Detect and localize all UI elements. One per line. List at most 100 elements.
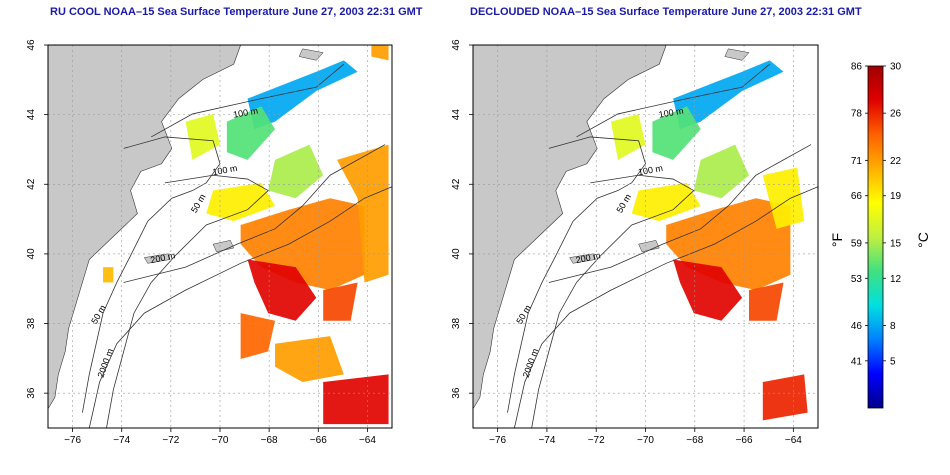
longitude-tick-label: −76 <box>64 435 81 446</box>
sst-data-layer <box>611 60 808 421</box>
celsius-tick-label: 22 <box>890 156 902 167</box>
celsius-tick-label: 26 <box>890 109 902 120</box>
fahrenheit-tick-label: 59 <box>851 238 863 249</box>
isobath-line <box>514 186 819 429</box>
longitude-tick-label: −70 <box>637 435 654 446</box>
isobath-line <box>82 136 221 413</box>
fahrenheit-tick-label: 46 <box>851 321 863 332</box>
island <box>143 253 171 264</box>
isobath-label: 100 m <box>658 106 684 120</box>
sst-patch <box>185 113 220 160</box>
island <box>569 253 596 264</box>
sst-patch <box>652 106 701 160</box>
isobath-line <box>151 63 345 138</box>
map-frame <box>472 44 819 429</box>
latitude-tick-label: 36 <box>26 387 37 399</box>
fahrenheit-tick-label: 78 <box>851 109 863 120</box>
longitude-tick-label: −76 <box>489 435 506 446</box>
longitude-tick-label: −74 <box>113 435 130 446</box>
longitude-tick-label: −72 <box>588 435 605 446</box>
fahrenheit-tick-label: 53 <box>851 274 863 285</box>
sst-patch <box>206 182 276 222</box>
isobath-label: 100 m <box>637 163 663 177</box>
latitude-tick-label: 42 <box>451 178 462 190</box>
sst-patch <box>323 374 389 425</box>
right-map-title: DECLOUDED NOAA–15 Sea Surface Temperatur… <box>470 6 862 18</box>
celsius-tick-label: 12 <box>890 274 902 285</box>
map-frame <box>47 44 393 429</box>
isobath-line <box>531 174 695 429</box>
latitude-tick-label: 40 <box>451 248 462 260</box>
fahrenheit-tick-label: 71 <box>851 156 863 167</box>
land-mass <box>472 44 667 410</box>
latitude-tick-label: 44 <box>451 109 462 121</box>
longitude-tick-label: −66 <box>736 435 753 446</box>
sst-data-layer <box>68 45 389 425</box>
colorbar-gradient <box>867 65 884 409</box>
sst-patch <box>247 60 358 130</box>
latitude-tick-label: 40 <box>26 248 37 260</box>
land-mass <box>47 44 242 410</box>
graticule <box>469 44 818 432</box>
sst-patch <box>226 106 276 160</box>
sst-patch <box>371 45 389 61</box>
longitude-tick-label: −64 <box>359 435 376 446</box>
isobath-line <box>548 144 812 283</box>
fahrenheit-tick-label: 41 <box>851 356 863 367</box>
sst-patch <box>240 313 276 360</box>
sst-patch <box>103 267 114 283</box>
celsius-tick-label: 5 <box>890 356 896 367</box>
sst-patch <box>336 144 389 283</box>
isobath-line <box>123 144 386 283</box>
fahrenheit-tick-label: 66 <box>851 191 863 202</box>
longitude-tick-label: −66 <box>310 435 327 446</box>
latitude-tick-label: 46 <box>451 39 462 51</box>
sst-patch <box>673 60 784 130</box>
isobath-line <box>88 186 393 429</box>
island <box>212 240 235 253</box>
isobath-line <box>507 136 646 413</box>
sst-patch <box>323 282 358 321</box>
celsius-tick-label: 8 <box>890 321 896 332</box>
latitude-tick-label: 46 <box>26 39 37 51</box>
sst-patch <box>693 144 749 199</box>
longitude-tick-label: −70 <box>212 435 229 446</box>
island <box>638 240 660 253</box>
sst-patch <box>749 282 784 321</box>
isobath-label: 100 m <box>232 106 258 120</box>
sst-patch <box>762 167 805 229</box>
colorbar: 86 30 78 26 71 22 66 19 59 15 53 12 46 8 41 5 °F °C <box>829 62 931 409</box>
latitude-tick-label: 44 <box>26 109 37 121</box>
island <box>724 48 750 61</box>
island <box>298 48 324 61</box>
longitude-tick-label: −74 <box>538 435 555 446</box>
sst-patch <box>268 144 324 199</box>
latitude-tick-label: 38 <box>451 318 462 330</box>
celsius-tick-label: 30 <box>890 62 902 73</box>
sst-patch <box>631 182 701 222</box>
longitude-tick-label: −72 <box>162 435 179 446</box>
longitude-tick-label: −64 <box>785 435 802 446</box>
fahrenheit-tick-label: 86 <box>851 62 863 73</box>
sst-patch <box>247 259 317 321</box>
sst-patch <box>275 336 344 383</box>
isobath-line <box>106 174 269 429</box>
celsius-tick-label: 19 <box>890 191 902 202</box>
fahrenheit-axis-label: °F <box>829 233 845 247</box>
longitude-tick-label: −68 <box>261 435 278 446</box>
sst-patch <box>611 113 646 160</box>
longitude-tick-label: −68 <box>686 435 703 446</box>
left-map-title: RU COOL NOAA–15 Sea Surface Temperature … <box>50 6 423 18</box>
latitude-tick-label: 42 <box>26 178 37 190</box>
latitude-tick-label: 38 <box>26 318 37 330</box>
isobath-line <box>576 63 770 138</box>
latitude-tick-label: 36 <box>451 387 462 399</box>
sst-patch <box>673 259 743 321</box>
isobath-label: 100 m <box>212 163 238 177</box>
celsius-axis-label: °C <box>915 232 931 248</box>
celsius-tick-label: 15 <box>890 238 902 249</box>
sst-patch <box>762 374 808 421</box>
